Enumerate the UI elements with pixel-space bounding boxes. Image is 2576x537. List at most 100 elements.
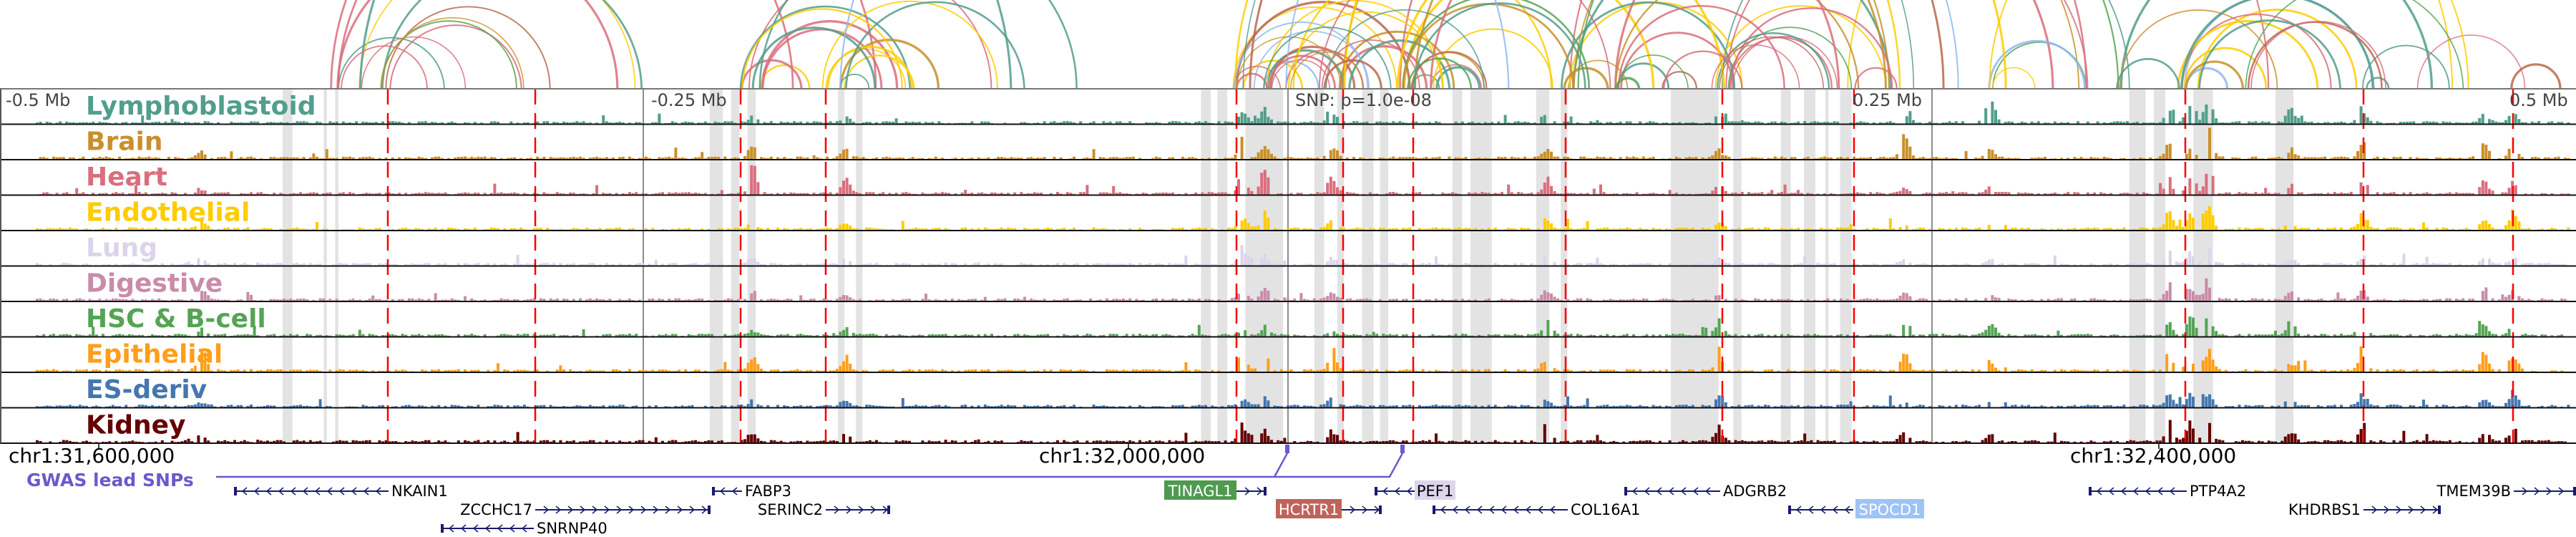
gene-label[interactable]: NKAIN1 (391, 483, 448, 500)
interaction-arc (358, 0, 636, 90)
signal-bars (36, 278, 2567, 301)
signal-tracks: Lymphoblastoid Brain Heart Endothelial Lung D… (36, 92, 2570, 442)
interaction-arc (361, 36, 467, 90)
interaction-arc (1318, 0, 1611, 90)
interaction-arc (1430, 0, 1840, 90)
interaction-arc (1323, 59, 1382, 90)
interaction-arc (1407, 57, 1473, 90)
interaction-arc (2416, 34, 2526, 90)
gene-hcrtr1[interactable]: HCRTR1 (1276, 499, 1382, 518)
interaction-arc (821, 0, 998, 90)
scale-label-minus-0.25mb: -0.25 Mb (651, 90, 727, 110)
gene-label[interactable]: PTP4A2 (2190, 483, 2246, 500)
track-kidney: Kidney (36, 411, 2567, 442)
gene-label[interactable]: HCRTR1 (1279, 501, 1339, 518)
track-label: Heart (86, 163, 167, 192)
signal-bars (36, 206, 2570, 230)
snp-pvalue-label: SNP: p=1.0e-08 (1295, 90, 1432, 110)
interaction-arc (1396, 0, 1725, 90)
gene-col16a1[interactable]: COL16A1 (1433, 501, 1640, 518)
interaction-arc (341, 45, 428, 90)
interaction-arc (2115, 58, 2180, 90)
gene-label[interactable]: ADGRB2 (1723, 483, 1787, 500)
gene-label[interactable]: KHDRBS1 (2288, 501, 2361, 518)
gene-ptp4a2[interactable]: PTP4A2 (2089, 483, 2246, 500)
gene-spocd1[interactable]: SPOCD1 (1788, 499, 1924, 518)
interaction-arc (741, 59, 803, 90)
interaction-arc (2183, 47, 2268, 90)
signal-bars (39, 165, 2570, 195)
interaction-arc (1267, 54, 1337, 90)
track-label: ES-deriv (86, 375, 207, 405)
gene-label[interactable]: COL16A1 (1571, 501, 1640, 518)
gene-label[interactable]: PEF1 (1417, 483, 1453, 500)
gene-highlight (1855, 499, 1924, 518)
gene-label[interactable]: SNRNP40 (537, 520, 608, 537)
interaction-arc (1729, 7, 1893, 90)
gene-exon (887, 505, 890, 514)
gene-zcchc17[interactable]: ZCCHC17 (460, 501, 711, 518)
gene-tinagl1[interactable]: TINAGL1 (1164, 480, 1267, 500)
gene-khdrbs1[interactable]: KHDRBS1 (2288, 501, 2441, 518)
gene-exon (2438, 505, 2441, 514)
interaction-arc (337, 37, 445, 90)
gene-nkain1[interactable]: NKAIN1 (234, 483, 448, 500)
strand-chevrons (1244, 487, 1263, 495)
gwas-track-label: GWAS lead SNPs (26, 470, 194, 490)
gene-tmem39b[interactable]: TMEM39B (2436, 483, 2576, 500)
interaction-arcs (330, 0, 2562, 90)
track-label: Lung (86, 233, 157, 263)
gwas-snp-marker[interactable] (1285, 445, 1289, 453)
gene-label[interactable]: FABP3 (745, 483, 791, 500)
interaction-arc (1614, 77, 1641, 90)
interaction-arc (2362, 44, 2450, 90)
gene-label[interactable]: SPOCD1 (1859, 501, 1921, 518)
interaction-arc (1732, 36, 1838, 90)
track-endothelial: Endothelial (36, 198, 2570, 230)
interaction-arc (1234, 21, 1369, 90)
interaction-arc (2180, 0, 2375, 90)
interaction-arc (1234, 0, 1901, 90)
interaction-arc (1663, 50, 1743, 90)
interaction-arc (1616, 54, 1689, 90)
gwas-track: GWAS lead SNPs (26, 445, 1405, 490)
gene-snrnp40[interactable]: SNRNP40 (441, 520, 608, 537)
track-epithelial: Epithelial (36, 340, 2564, 372)
strand-chevrons (1631, 487, 1711, 495)
track-label: HSC & B-cell (86, 304, 266, 334)
gene-exon (2089, 487, 2092, 495)
gene-adgrb2[interactable]: ADGRB2 (1624, 483, 1787, 500)
interaction-arc (845, 1, 1025, 90)
gene-label[interactable]: TMEM39B (2436, 483, 2511, 500)
gwas-snp-marker[interactable] (1400, 445, 1405, 453)
interaction-arc (1572, 0, 1892, 90)
gene-label[interactable]: TINAGL1 (1167, 483, 1232, 500)
interaction-arc (1988, 39, 2086, 90)
gene-exon (1375, 487, 1377, 495)
interaction-arc (1560, 1, 1736, 90)
interaction-arc (839, 39, 940, 90)
interaction-arc (2185, 60, 2245, 90)
interaction-arc (839, 73, 870, 90)
strand-chevrons (2096, 487, 2175, 495)
gene-serinc2[interactable]: SERINC2 (758, 501, 890, 518)
gene-exon (234, 487, 237, 495)
gene-label[interactable]: SERINC2 (758, 501, 823, 518)
gene-exon (1379, 505, 1382, 514)
track-hsc-b-cell: HSC & B-cell (36, 304, 2564, 337)
interaction-arc (2119, 9, 2278, 90)
coordinate-label: chr1:32,400,000 (2070, 444, 2236, 468)
gene-pef1[interactable]: PEF1 (1375, 480, 1455, 500)
interaction-arc (2510, 63, 2562, 90)
interaction-arc (2119, 0, 2434, 90)
interaction-arc (1413, 2, 1586, 90)
gene-label[interactable]: ZCCHC17 (460, 501, 532, 518)
strand-chevrons (241, 487, 381, 495)
interaction-arc (1725, 0, 2089, 90)
gene-fabp3[interactable]: FABP3 (712, 483, 791, 500)
interaction-arc (2366, 77, 2390, 90)
coordinate-label: chr1:32,000,000 (1039, 444, 1205, 468)
track-lymphoblastoid: Lymphoblastoid (36, 92, 2570, 124)
interaction-arc (1266, 49, 1345, 90)
